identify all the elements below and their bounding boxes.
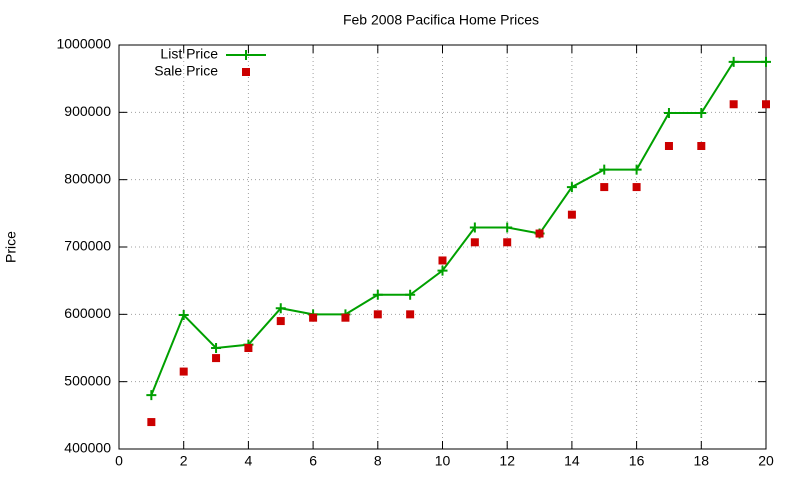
- point: [696, 108, 707, 119]
- point: [535, 229, 544, 238]
- y-tick-label: 900000: [64, 103, 111, 119]
- point: [567, 210, 576, 219]
- x-tick-label: 18: [694, 453, 710, 469]
- point: [729, 100, 738, 109]
- x-tick-label: 16: [629, 453, 645, 469]
- point: [600, 183, 609, 192]
- y-tick-label: 800000: [64, 170, 111, 186]
- point: [406, 310, 415, 319]
- point: [437, 265, 448, 276]
- point: [178, 310, 189, 321]
- x-tick-label: 6: [309, 453, 317, 469]
- point: [599, 164, 610, 175]
- x-tick-label: 4: [245, 453, 253, 469]
- x-tick-label: 14: [564, 453, 580, 469]
- plot-border: [118, 44, 767, 450]
- point: [728, 56, 739, 67]
- legend-label: Sale Price: [154, 63, 218, 79]
- x-tick-label: 20: [758, 453, 774, 469]
- point: [373, 310, 382, 319]
- point: [276, 317, 285, 326]
- y-tick-label: 1000000: [56, 36, 111, 52]
- y-tick-label: 500000: [64, 372, 111, 388]
- point: [372, 289, 383, 300]
- point: [146, 390, 157, 401]
- series-line: [150, 60, 766, 396]
- point: [761, 56, 771, 67]
- point: [762, 100, 770, 109]
- x-tick-label: 10: [435, 453, 451, 469]
- x-tick-label: 8: [374, 453, 382, 469]
- point: [309, 313, 318, 322]
- point: [244, 344, 253, 352]
- point: [341, 313, 350, 322]
- point: [632, 183, 641, 192]
- point: [405, 289, 416, 300]
- legend-label: List Price: [160, 46, 218, 62]
- point: [469, 222, 480, 233]
- point: [211, 343, 222, 353]
- point: [438, 256, 447, 265]
- point: [275, 303, 286, 314]
- point: [212, 354, 221, 363]
- point: [502, 222, 513, 233]
- x-tick-label: 0: [115, 453, 123, 469]
- point: [503, 238, 512, 247]
- x-tick-label: 12: [499, 453, 515, 469]
- y-tick-label: 600000: [64, 305, 111, 321]
- point: [470, 238, 479, 247]
- point: [631, 164, 642, 175]
- point: [179, 367, 188, 376]
- point: [663, 108, 674, 119]
- x-tick-label: 2: [180, 453, 188, 469]
- point: [566, 182, 577, 193]
- point: [697, 142, 706, 150]
- y-tick-label: 400000: [64, 440, 111, 456]
- y-tick-label: 700000: [64, 238, 111, 254]
- y-axis-label: Price: [3, 231, 19, 263]
- chart-title: Feb 2008 Pacifica Home Prices: [343, 12, 539, 28]
- legend-swatch: [241, 50, 251, 60]
- legend-swatch: [242, 68, 250, 76]
- point: [664, 142, 673, 150]
- point: [147, 418, 156, 427]
